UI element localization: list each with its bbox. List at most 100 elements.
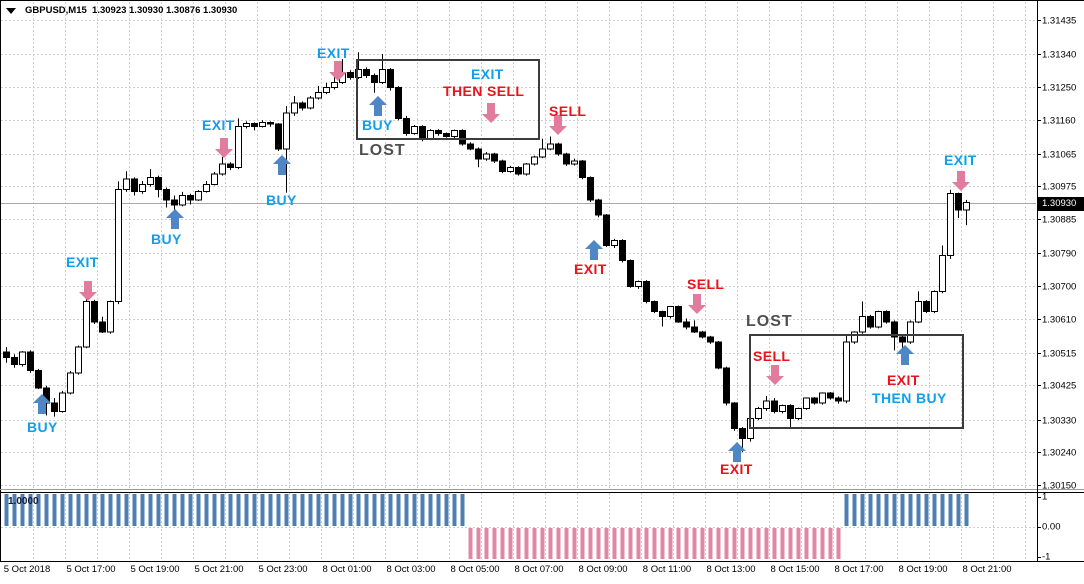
candle bbox=[475, 148, 482, 160]
time-axis-label: 5 Oct 19:00 bbox=[130, 564, 180, 575]
sell-down-arrow-icon bbox=[549, 115, 567, 140]
price-axis-label: 1.31340 bbox=[1042, 49, 1077, 60]
indicator-axis-label: 0.00 bbox=[1042, 521, 1061, 533]
candle bbox=[731, 402, 738, 430]
indicator-bar bbox=[372, 494, 377, 526]
indicator-bar bbox=[492, 528, 497, 559]
candle bbox=[179, 195, 186, 206]
indicator-bar bbox=[556, 528, 561, 559]
indicator-bar bbox=[132, 494, 137, 526]
indicator-bar bbox=[772, 528, 777, 559]
indicator-bar bbox=[908, 494, 913, 526]
candle bbox=[323, 87, 330, 94]
annotation-label-exit: EXIT bbox=[720, 461, 753, 477]
indicator-bar bbox=[708, 528, 713, 559]
candle bbox=[19, 351, 26, 366]
candle bbox=[27, 351, 34, 372]
candle bbox=[371, 74, 378, 84]
annotation-label-sell: SELL bbox=[753, 348, 791, 364]
time-axis-label: 8 Oct 19:00 bbox=[898, 564, 948, 575]
indicator-bar bbox=[76, 494, 81, 526]
price-axis-label: 1.30515 bbox=[1042, 348, 1077, 359]
buy-up-arrow-icon bbox=[728, 442, 746, 467]
candle bbox=[499, 160, 506, 172]
time-axis-label: 8 Oct 09:00 bbox=[578, 564, 628, 575]
candle bbox=[155, 176, 162, 190]
indicator-bar bbox=[20, 494, 25, 526]
annotation-label-exit: EXIT bbox=[317, 45, 350, 61]
annotation-label-buy: BUY bbox=[266, 192, 297, 208]
candle bbox=[643, 280, 650, 303]
time-axis-label: 5 Oct 17:00 bbox=[66, 564, 116, 575]
indicator-bar bbox=[348, 494, 353, 526]
annotation-label-exit: EXIT bbox=[471, 66, 504, 82]
indicator-bar bbox=[612, 528, 617, 559]
indicator-bar bbox=[356, 494, 361, 526]
candle bbox=[491, 153, 498, 162]
annotation-label-then-buy: THEN BUY bbox=[872, 390, 947, 406]
candle bbox=[699, 331, 706, 338]
annotation-label-buy: BUY bbox=[362, 117, 393, 133]
annotation-label-lost: LOST bbox=[359, 142, 406, 159]
ohlc-quotes-label: 1.30923 1.30930 1.30876 1.30930 bbox=[92, 4, 238, 16]
indicator-bar bbox=[452, 494, 457, 526]
annotation-label-lost: LOST bbox=[746, 313, 793, 330]
candle bbox=[547, 143, 554, 150]
candle bbox=[931, 290, 938, 313]
indicator-bar bbox=[700, 528, 705, 559]
indicator-bar bbox=[956, 494, 961, 526]
buy-up-arrow-icon bbox=[33, 394, 51, 419]
indicator-bar bbox=[428, 494, 433, 526]
candle bbox=[667, 306, 674, 318]
candle bbox=[171, 199, 178, 206]
candle bbox=[83, 301, 90, 348]
indicator-bar bbox=[100, 494, 105, 526]
indicator-bar bbox=[388, 494, 393, 526]
indicator-bar bbox=[580, 528, 585, 559]
indicator-bar bbox=[268, 494, 273, 526]
indicator-bar bbox=[220, 494, 225, 526]
candle bbox=[795, 407, 802, 419]
symbol-period-label: GBPUSD,M15 bbox=[25, 4, 87, 16]
candle bbox=[787, 404, 794, 419]
candle bbox=[395, 87, 402, 119]
candle bbox=[659, 311, 666, 318]
candle bbox=[571, 160, 578, 165]
candle bbox=[211, 173, 218, 185]
indicator-bar bbox=[628, 528, 633, 559]
candle bbox=[387, 69, 394, 89]
candle bbox=[755, 407, 762, 419]
candle bbox=[867, 316, 874, 328]
candle bbox=[779, 404, 786, 413]
indicator-bar bbox=[84, 494, 89, 526]
candle bbox=[819, 392, 826, 404]
indicator-bar bbox=[684, 528, 689, 559]
indicator-bar bbox=[236, 494, 241, 526]
candle bbox=[403, 117, 410, 135]
indicator-bar bbox=[396, 494, 401, 526]
candle bbox=[507, 166, 514, 172]
candle bbox=[483, 153, 490, 160]
indicator-bar bbox=[780, 528, 785, 559]
candle bbox=[259, 121, 266, 127]
candle bbox=[835, 397, 842, 402]
indicator-bar bbox=[540, 528, 545, 559]
candle bbox=[515, 166, 522, 175]
candle bbox=[219, 163, 226, 175]
sell-down-arrow-icon bbox=[952, 171, 970, 196]
indicator-bar bbox=[532, 528, 537, 559]
candle bbox=[587, 176, 594, 201]
indicator-bar bbox=[324, 494, 329, 526]
indicator-bar bbox=[796, 528, 801, 559]
annotation-label-exit: EXIT bbox=[202, 117, 235, 133]
candle bbox=[635, 280, 642, 287]
candle bbox=[859, 316, 866, 333]
candle bbox=[163, 188, 170, 201]
sell-down-arrow-icon bbox=[482, 103, 500, 128]
buy-up-arrow-icon bbox=[273, 155, 291, 180]
candle bbox=[139, 183, 146, 193]
candle bbox=[611, 239, 618, 246]
indicator-bar bbox=[316, 494, 321, 526]
